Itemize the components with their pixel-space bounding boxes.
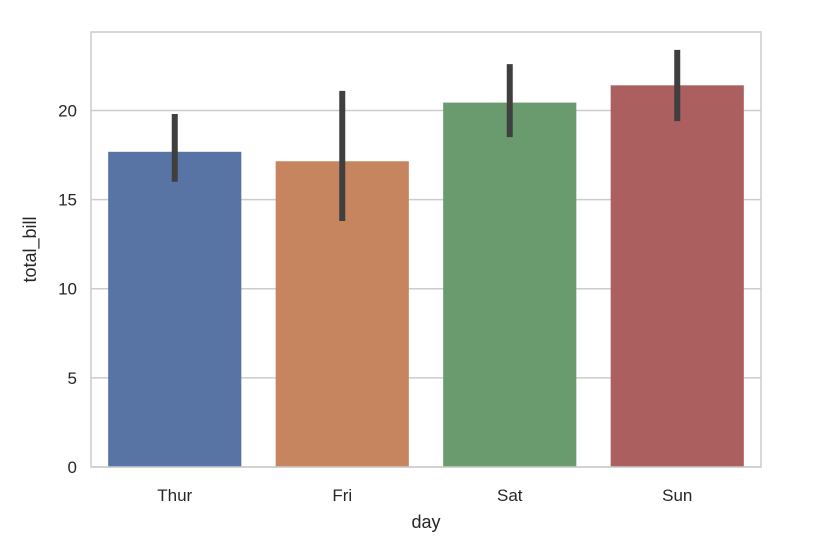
x-tick-labels: Thur Fri Sat Sun <box>157 486 692 505</box>
y-axis-label: total_bill <box>20 216 41 282</box>
x-tick-label: Thur <box>157 486 192 505</box>
y-tick-label: 0 <box>68 458 77 477</box>
x-tick-label: Sat <box>497 486 523 505</box>
error-bar-layer <box>171 49 681 221</box>
plot-frame <box>90 31 762 468</box>
y-tick-labels: 0 5 10 15 20 <box>58 101 77 477</box>
x-axis-label: day <box>411 512 440 532</box>
y-tick-label: 15 <box>58 191 77 210</box>
x-tick-label: Sun <box>662 486 692 505</box>
y-tick-label: 5 <box>68 369 77 388</box>
x-tick-label: Fri <box>332 486 352 505</box>
bar-sat <box>443 102 577 467</box>
y-tick-label: 20 <box>58 101 77 120</box>
bar-sun <box>610 85 744 467</box>
bar-layer <box>108 85 744 467</box>
y-tick-label: 10 <box>58 280 77 299</box>
bar-thur <box>108 151 242 467</box>
